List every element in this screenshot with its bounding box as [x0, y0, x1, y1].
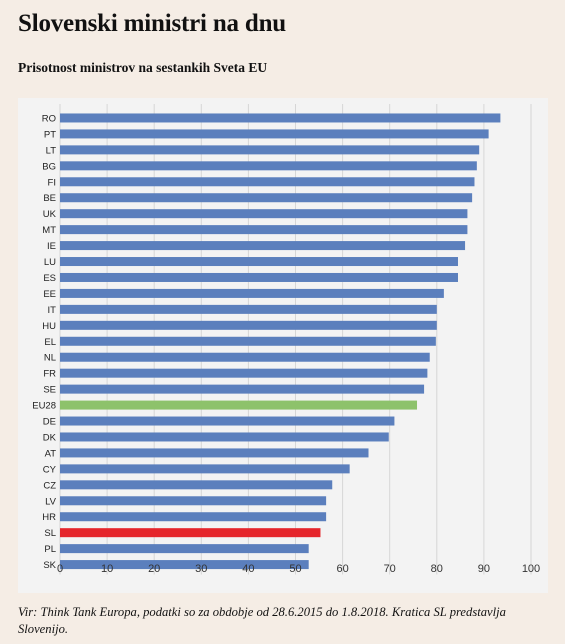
category-label-el: EL — [44, 337, 56, 348]
bar-sk — [60, 560, 309, 570]
bar-pt — [60, 129, 489, 139]
bar-ee — [60, 288, 444, 298]
bar-fr — [60, 368, 428, 378]
category-label-de: DE — [43, 417, 56, 428]
bar-pl — [60, 544, 309, 554]
category-label-hu: HU — [42, 321, 56, 332]
bar-hr — [60, 512, 327, 522]
category-label-nl: NL — [44, 353, 56, 364]
x-tick-label-20: 20 — [148, 563, 160, 575]
bar-se — [60, 384, 425, 394]
bar-cz — [60, 480, 333, 490]
x-tick-label-70: 70 — [384, 563, 396, 575]
category-label-fi: FI — [48, 177, 56, 188]
bar-de — [60, 416, 395, 426]
x-tick-label-40: 40 — [242, 563, 254, 575]
category-label-pt: PT — [44, 129, 56, 140]
bar-lu — [60, 257, 458, 267]
category-label-es: ES — [43, 273, 56, 284]
category-label-sl: SL — [44, 528, 56, 539]
category-label-cz: CZ — [43, 480, 56, 491]
bar-ie — [60, 241, 466, 251]
x-tick-label-90: 90 — [478, 563, 490, 575]
x-tick-label-0: 0 — [57, 563, 63, 575]
bar-be — [60, 193, 473, 203]
bar-mt — [60, 225, 468, 235]
category-label-eu28: EU28 — [32, 401, 56, 412]
bar-it — [60, 304, 437, 314]
x-tick-label-50: 50 — [289, 563, 301, 575]
bar-dk — [60, 432, 389, 442]
bar-sl — [60, 528, 321, 538]
bar-hu — [60, 320, 437, 330]
category-label-it: IT — [48, 305, 57, 316]
category-label-cy: CY — [43, 464, 57, 475]
category-label-fr: FR — [43, 369, 56, 380]
bar-bg — [60, 161, 477, 171]
bar-ro — [60, 113, 501, 123]
category-label-ro: RO — [42, 113, 56, 124]
category-label-sk: SK — [43, 560, 56, 571]
bar-fi — [60, 177, 475, 187]
bar-nl — [60, 352, 430, 362]
bar-el — [60, 336, 436, 346]
x-tick-label-30: 30 — [195, 563, 207, 575]
category-label-lu: LU — [44, 257, 56, 268]
x-tick-label-100: 100 — [522, 563, 540, 575]
category-label-be: BE — [43, 193, 56, 204]
chart-area: RO PT LT BG FI BE UK MT IE LU ES EE IT HU EL NL FR SE EU28… — [18, 98, 548, 593]
category-label-ee: EE — [43, 289, 56, 300]
bar-chart: RO PT LT BG FI BE UK MT IE LU ES EE IT HU EL NL FR SE EU28… — [32, 104, 540, 575]
chart-title: Slovenski ministri na dnu — [18, 10, 287, 37]
bar-lt — [60, 145, 480, 155]
category-label-dk: DK — [43, 432, 57, 443]
bar-uk — [60, 209, 468, 219]
category-label-ie: IE — [47, 241, 56, 252]
category-label-mt: MT — [42, 225, 56, 236]
category-label-lt: LT — [46, 145, 57, 156]
category-label-bg: BG — [42, 161, 56, 172]
category-label-lv: LV — [45, 496, 57, 507]
category-label-pl: PL — [44, 544, 56, 555]
category-label-uk: UK — [43, 209, 57, 220]
bar-es — [60, 272, 458, 282]
x-tick-label-80: 80 — [431, 563, 443, 575]
category-label-se: SE — [43, 385, 56, 396]
source-note: Vir: Think Tank Europa, podatki so za ob… — [18, 605, 506, 636]
category-label-hr: HR — [42, 512, 56, 523]
bar-eu28 — [60, 400, 418, 410]
bar-cy — [60, 464, 350, 474]
category-label-at: AT — [45, 448, 57, 459]
bar-lv — [60, 496, 327, 506]
x-tick-label-60: 60 — [336, 563, 348, 575]
chart-subtitle: Prisotnost ministrov na sestankih Sveta … — [18, 60, 268, 75]
x-tick-label-10: 10 — [101, 563, 113, 575]
bar-at — [60, 448, 369, 458]
